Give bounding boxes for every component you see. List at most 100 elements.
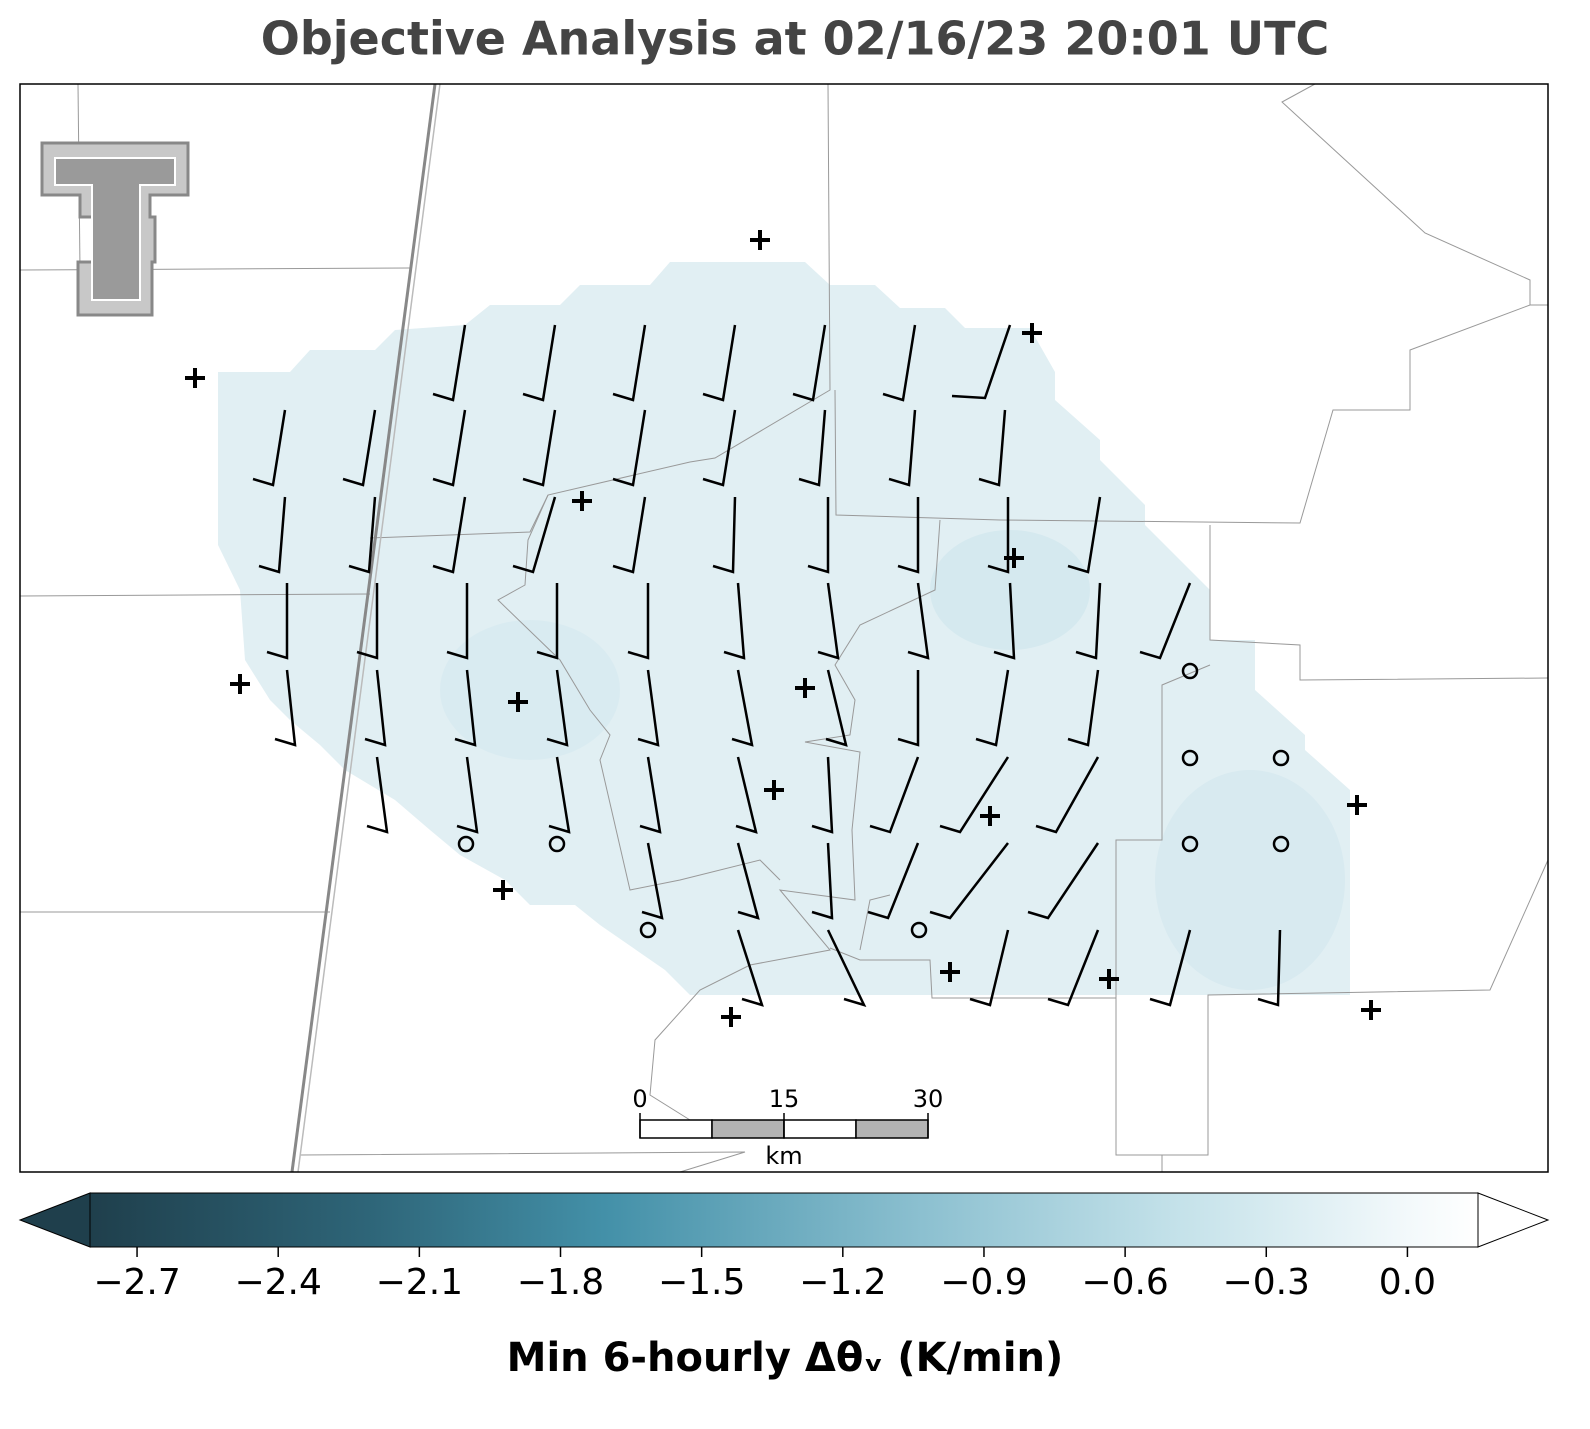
wind-barb [993, 582, 1016, 660]
shading-core [1155, 770, 1345, 990]
colorbar-extend-low [18, 1192, 91, 1248]
wind-barb [897, 670, 920, 747]
station-plus [1022, 323, 1042, 343]
station-circle [639, 921, 657, 939]
scale-bar: 0 15 30 km [632, 1085, 943, 1170]
wind-barb [356, 583, 379, 660]
wind-barb [1035, 756, 1100, 834]
wind-barb [969, 929, 1010, 1007]
wind-barb [342, 409, 377, 487]
wind-barb [522, 409, 557, 487]
wind-barb [736, 929, 764, 1007]
station-plus [795, 678, 815, 698]
wind-barb [929, 842, 1009, 920]
wind-barb [867, 842, 920, 920]
wind-barb [641, 842, 664, 920]
colorbar-tick-label: −2.1 [376, 1262, 463, 1303]
colorbar-tick-label: −0.9 [940, 1262, 1027, 1303]
wind-barb [1047, 929, 1100, 1007]
scale-tick-label: 30 [913, 1085, 944, 1113]
station-plus [572, 491, 592, 511]
map-frame [19, 83, 1549, 1173]
station-circle [1272, 835, 1290, 853]
colorbar-tick-label: −1.8 [517, 1262, 604, 1303]
wind-barb [252, 409, 287, 487]
wind-barb [454, 669, 477, 747]
station-plus [493, 880, 513, 900]
wind-barb [723, 582, 746, 660]
logo [40, 141, 190, 317]
wind-barb [817, 582, 840, 660]
scale-segment [783, 1119, 857, 1139]
station-circle [1272, 749, 1290, 767]
station-plus [1361, 1000, 1381, 1020]
wind-barb [731, 669, 754, 747]
wind-barb [1067, 669, 1100, 747]
wind-barb [266, 583, 289, 660]
station-plus [940, 962, 960, 982]
colorbar-body [89, 1192, 1479, 1248]
wind-barb [446, 583, 469, 660]
station-plus [980, 806, 1000, 826]
wind-barb [548, 756, 571, 834]
wind-barb [826, 929, 867, 1008]
station-circle [1181, 662, 1199, 680]
wind-barb [712, 496, 737, 574]
scale-unit: km [765, 1142, 802, 1170]
wind-barb [512, 496, 557, 574]
wind-barb [366, 756, 389, 834]
wind-barb [432, 409, 467, 487]
wind-barb [1257, 929, 1282, 1007]
station-circle [457, 835, 475, 853]
wind-barb [702, 409, 737, 487]
scale-tick-label: 0 [632, 1085, 647, 1113]
wind-barb [702, 324, 737, 402]
colorbar-tick-label: 0.0 [1379, 1262, 1436, 1303]
wind-barb [364, 669, 387, 747]
state-line [290, 83, 437, 1173]
wind-barb [612, 409, 647, 487]
wind-barb [939, 756, 1010, 834]
wind-barb [1075, 582, 1102, 660]
wind-barb [869, 756, 920, 834]
wind-barb [348, 496, 377, 574]
wind-barb [612, 496, 647, 574]
wind-barb [825, 669, 848, 747]
scale-segment [711, 1119, 785, 1139]
station-plus [1004, 548, 1024, 568]
scale-segment [639, 1119, 713, 1139]
wind-barb [274, 669, 297, 747]
wind-barb [897, 497, 920, 574]
wind-barb [987, 497, 1010, 574]
wind-barbs [252, 324, 1282, 1008]
wind-barb [792, 324, 827, 402]
wind-barb [1149, 929, 1192, 1007]
station-plus [1099, 969, 1119, 989]
wind-barb [432, 496, 467, 574]
wind-barb [882, 324, 917, 402]
colorbar-label: Min 6-hourly Δθᵥ (K/min) [507, 1335, 1064, 1381]
map [19, 83, 1549, 1173]
station-plus [230, 674, 250, 694]
station-plus [764, 780, 784, 800]
wind-barb [811, 756, 834, 834]
wind-barb [1139, 582, 1192, 660]
colorbar-extend-high [1477, 1192, 1550, 1248]
wind-barb [735, 756, 758, 834]
wind-barb [258, 496, 287, 574]
wind-barb [456, 756, 479, 834]
station-circle [1181, 835, 1199, 853]
station-plus [508, 692, 528, 712]
station-plus [1347, 795, 1367, 815]
scale-segment [855, 1119, 929, 1139]
shading-core [440, 620, 620, 760]
wind-barb [1027, 842, 1100, 920]
wind-barb [798, 409, 827, 487]
station-plus [185, 368, 205, 388]
wind-barb [536, 583, 559, 660]
station-circle [1181, 749, 1199, 767]
station-plus [721, 1007, 741, 1027]
wind-barb [807, 497, 830, 574]
wind-barb [639, 756, 662, 834]
